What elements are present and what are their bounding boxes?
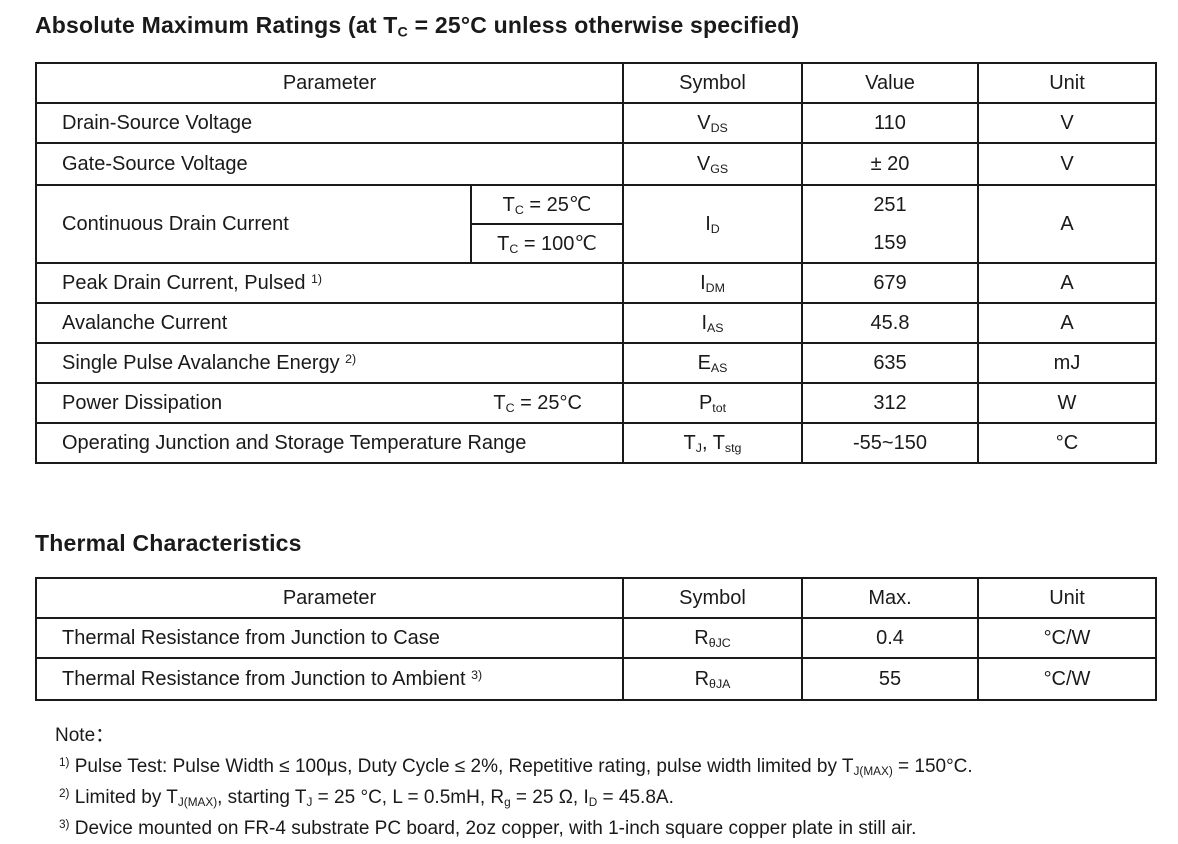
table-row-ias: Avalanche Current IAS 45.8 A (35, 302, 1157, 344)
section-title-thermal-characteristics: Thermal Characteristics (35, 530, 302, 556)
cell-unit: A (977, 262, 1157, 304)
cell-value: -55~150 (801, 422, 979, 464)
cell-symbol: ID (622, 184, 803, 264)
cell-parameter: Drain-Source Voltage (35, 102, 624, 144)
column-header-unit: Unit (977, 577, 1157, 619)
cell-value: 312 (801, 382, 979, 424)
table-row-vds: Drain-Source Voltage VDS 110 V (35, 102, 1157, 144)
cell-symbol: VDS (622, 102, 803, 144)
cell-value: 110 (801, 102, 979, 144)
table-row-eas: Single Pulse Avalanche Energy 2) EAS 635… (35, 342, 1157, 384)
cell-parameter: Continuous Drain Current (35, 184, 472, 264)
cell-symbol: VGS (622, 142, 803, 186)
cell-parameter-label: Power Dissipation (62, 391, 223, 414)
column-header-value: Value (801, 62, 979, 104)
cell-value-tc100: 159 (873, 232, 907, 254)
cell-parameter: Power Dissipation TC = 25°C (35, 382, 624, 424)
table-row-vgs: Gate-Source Voltage VGS ± 20 V (35, 142, 1157, 186)
cell-value: ± 20 (801, 142, 979, 186)
table-row-tj: Operating Junction and Storage Temperatu… (35, 422, 1157, 464)
column-header-symbol: Symbol (622, 577, 803, 619)
cell-value: 0.4 (801, 617, 979, 659)
column-header-parameter: Parameter (35, 577, 624, 619)
cell-symbol: RθJC (622, 617, 803, 659)
absolute-maximum-ratings-table: Parameter Symbol Value Unit Drain-Source… (35, 62, 1157, 464)
note-2: 2) Limited by TJ(MAX), starting TJ = 25 … (59, 787, 674, 809)
table-row-id-tc25: Continuous Drain Current TC = 25℃ ID 251… (35, 184, 1157, 264)
cell-parameter: Thermal Resistance from Junction to Case (35, 617, 624, 659)
cell-unit: °C/W (977, 617, 1157, 659)
table-row-rthja: Thermal Resistance from Junction to Ambi… (35, 657, 1157, 701)
cell-value: 45.8 (801, 302, 979, 344)
cell-parameter: Gate-Source Voltage (35, 142, 624, 186)
cell-symbol: TJ, Tstg (622, 422, 803, 464)
cell-parameter: Thermal Resistance from Junction to Ambi… (35, 657, 624, 701)
notes-section: Note： 1) Pulse Test: Pulse Width ≤ 100μs… (55, 721, 1178, 844)
column-header-max: Max. (801, 577, 979, 619)
cell-value: 55 (801, 657, 979, 701)
cell-symbol: IDM (622, 262, 803, 304)
cell-unit: A (977, 302, 1157, 344)
table-row-id-tc100: TC = 100℃ (36, 223, 1156, 264)
cell-unit: A (977, 184, 1157, 264)
cell-symbol: Ptot (622, 382, 803, 424)
note-3: 3) Device mounted on FR-4 substrate PC b… (59, 818, 917, 839)
cell-unit: °C (977, 422, 1157, 464)
cell-parameter: Operating Junction and Storage Temperatu… (35, 422, 624, 464)
cell-unit: °C/W (977, 657, 1157, 701)
table-row-rthjc: Thermal Resistance from Junction to Case… (35, 617, 1157, 659)
cell-condition-tc25: TC = 25℃ (470, 184, 624, 225)
cell-unit: V (977, 102, 1157, 144)
cell-unit: W (977, 382, 1157, 424)
notes-label: Note： (55, 725, 115, 746)
cell-symbol: IAS (622, 302, 803, 344)
section-title-absolute-maximum-ratings: Absolute Maximum Ratings (at TC = 25°C u… (35, 12, 800, 41)
cell-parameter: Single Pulse Avalanche Energy 2) (35, 342, 624, 384)
cell-parameter: Peak Drain Current, Pulsed 1) (35, 262, 624, 304)
cell-unit: V (977, 142, 1157, 186)
table-row-idm: Peak Drain Current, Pulsed 1) IDM 679 A (35, 262, 1157, 304)
cell-condition-tc100: TC = 100℃ (470, 223, 624, 264)
note-1: 1) Pulse Test: Pulse Width ≤ 100μs, Duty… (59, 756, 973, 778)
table-header-row: Parameter Symbol Max. Unit (35, 577, 1157, 619)
table-header-row: Parameter Symbol Value Unit (35, 62, 1157, 104)
cell-parameter-condition: TC = 25°C (493, 391, 582, 415)
table-row-ptot: Power Dissipation TC = 25°C Ptot 312 W (35, 382, 1157, 424)
cell-symbol: EAS (622, 342, 803, 384)
column-header-parameter: Parameter (35, 62, 624, 104)
column-header-symbol: Symbol (622, 62, 803, 104)
cell-symbol: RθJA (622, 657, 803, 701)
cell-value-tc25: 251 (873, 194, 907, 216)
cell-value: 679 (801, 262, 979, 304)
cell-parameter: Avalanche Current (35, 302, 624, 344)
cell-value: 635 (801, 342, 979, 384)
cell-unit: mJ (977, 342, 1157, 384)
cell-value: 251 159 (801, 184, 979, 264)
thermal-characteristics-table: Parameter Symbol Max. Unit Thermal Resis… (35, 577, 1157, 701)
column-header-unit: Unit (977, 62, 1157, 104)
